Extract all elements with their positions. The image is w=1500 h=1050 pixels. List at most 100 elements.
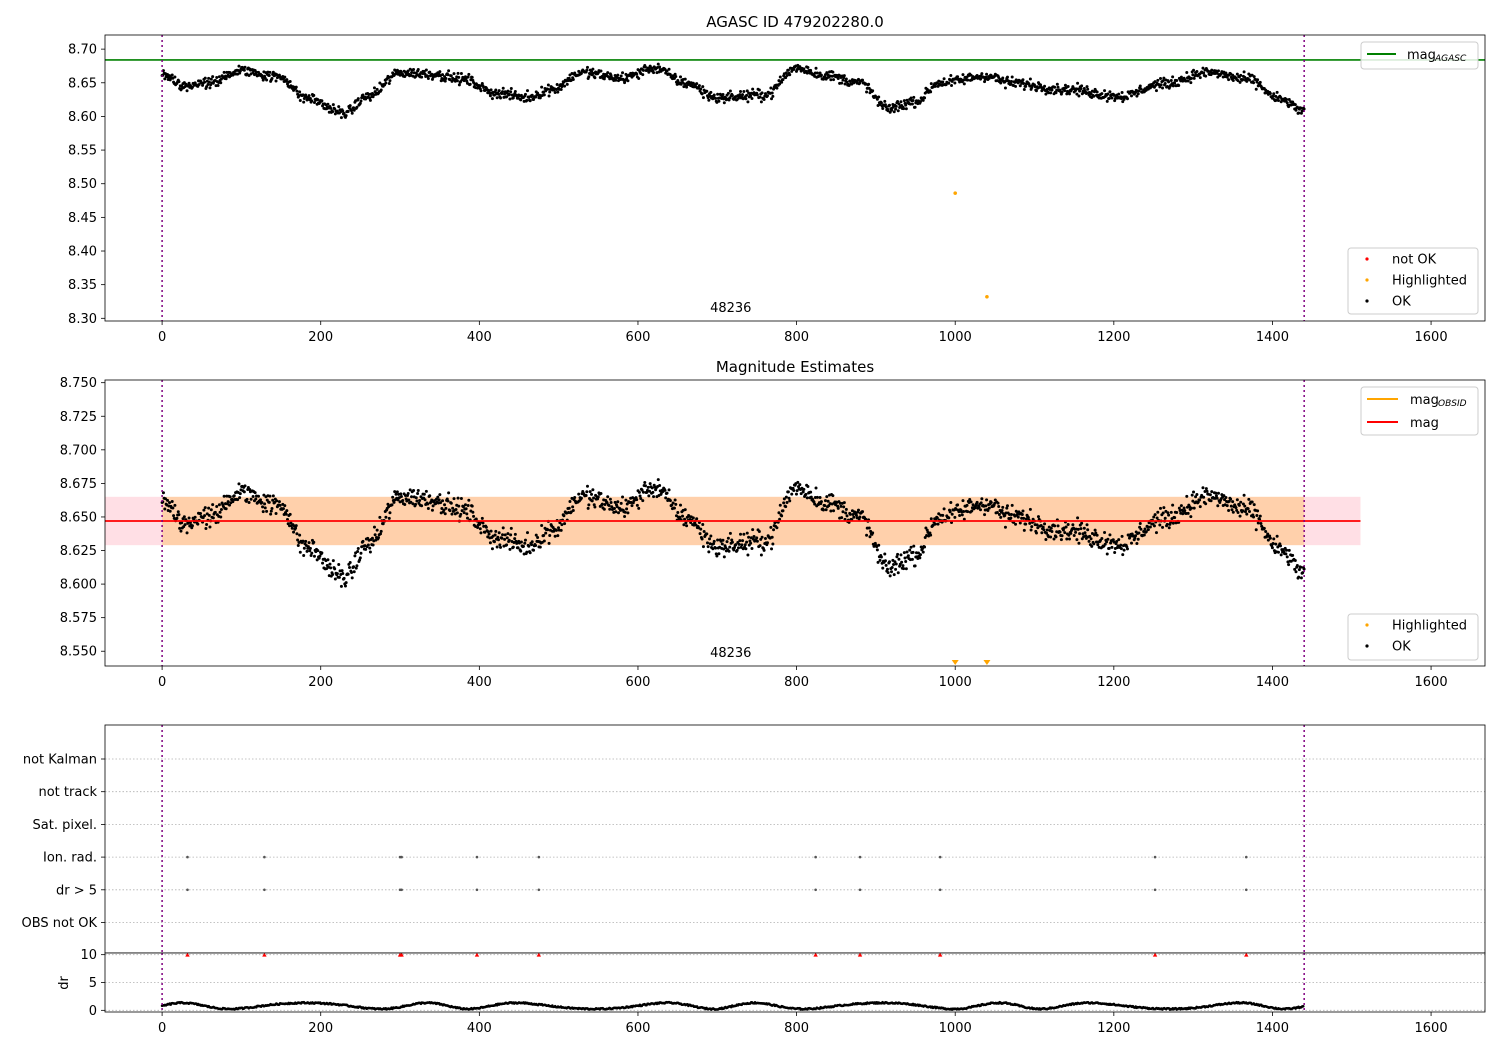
ok-point (356, 549, 360, 553)
ok-point (1085, 523, 1089, 527)
ok-point (424, 68, 428, 72)
ok-point (523, 538, 527, 542)
ok-point (294, 526, 298, 530)
ok-point (459, 72, 463, 76)
ok-point (1146, 525, 1150, 529)
flag-row-label: not Kalman (23, 753, 97, 768)
ok-point (341, 571, 345, 575)
ok-point (949, 500, 953, 504)
ok-point (1076, 516, 1080, 520)
ok-point (784, 505, 788, 509)
ok-point (950, 84, 954, 88)
ok-point (755, 539, 759, 543)
ok-point (592, 496, 596, 500)
ok-point (1163, 516, 1167, 520)
ok-point (1021, 78, 1025, 82)
ok-point (359, 551, 363, 555)
ok-point (844, 511, 848, 515)
ok-point (219, 515, 223, 519)
ok-point (379, 529, 383, 533)
ok-point (1181, 512, 1185, 516)
ok-point (1268, 91, 1272, 95)
ok-point (1245, 79, 1249, 83)
ok-point (705, 89, 709, 93)
ok-point (983, 80, 987, 84)
ok-point (935, 516, 939, 520)
ok-point (1262, 526, 1266, 530)
ok-point (941, 80, 945, 84)
ok-point (494, 529, 498, 533)
ok-point (209, 508, 213, 512)
ok-point (1096, 543, 1100, 547)
ok-point (274, 79, 278, 83)
ok-point (444, 506, 448, 510)
ok-point (961, 499, 965, 503)
ok-point (271, 494, 275, 498)
ok-point (683, 517, 687, 521)
ok-point (1208, 493, 1212, 497)
flag-point (263, 888, 266, 892)
ok-point (215, 505, 219, 509)
ok-point (1239, 500, 1243, 504)
y-tick-label: 5 (89, 976, 97, 991)
ok-point (418, 499, 422, 503)
ok-point (881, 566, 885, 570)
ok-point (781, 78, 785, 82)
ok-point (501, 90, 505, 94)
ok-point (442, 508, 446, 512)
y-tick-label: 8.60 (68, 110, 97, 125)
ok-point (591, 488, 595, 492)
ok-point (906, 554, 910, 558)
ok-point (637, 506, 641, 510)
ok-point (1010, 512, 1014, 516)
ok-point (170, 500, 174, 504)
ok-point (901, 564, 905, 568)
ok-point (546, 87, 550, 91)
ok-point (329, 106, 333, 110)
ok-point (1192, 68, 1196, 72)
ok-point (407, 498, 411, 502)
ok-point (765, 94, 769, 98)
ok-point (616, 500, 620, 504)
ok-point (921, 98, 925, 102)
ok-point (621, 495, 625, 499)
ok-point (1067, 537, 1071, 541)
ok-point (226, 500, 230, 504)
ok-point (269, 509, 273, 513)
ok-point (1034, 89, 1038, 93)
ok-point (337, 562, 341, 566)
ok-point (868, 535, 872, 539)
ok-point (1125, 547, 1129, 551)
ok-point (1285, 548, 1289, 552)
ok-point (1039, 523, 1043, 527)
ok-point (942, 507, 946, 511)
ok-point (608, 507, 612, 511)
ok-point (285, 78, 289, 82)
ok-point (758, 95, 762, 99)
ok-point (715, 554, 719, 558)
ok-point (749, 541, 753, 545)
legend-label-subscript: OBSID (1438, 399, 1467, 409)
ok-point (962, 509, 966, 513)
ok-point (441, 499, 445, 503)
ok-point (422, 492, 426, 496)
ok-point (525, 550, 529, 554)
y-tick-label: 8.625 (60, 544, 97, 559)
ok-point (523, 541, 527, 545)
ok-point (530, 540, 534, 544)
ok-point (770, 97, 774, 101)
ok-point (525, 531, 529, 535)
ok-point (263, 502, 267, 506)
ok-point (910, 557, 914, 561)
ok-point (1243, 510, 1247, 514)
ok-point (708, 537, 712, 541)
ok-point (1117, 92, 1121, 96)
ok-point (1067, 533, 1071, 537)
ok-point (495, 96, 499, 100)
ok-point (950, 512, 954, 516)
ok-point (1045, 528, 1049, 532)
ok-point (270, 506, 274, 510)
ok-point (480, 516, 484, 520)
ok-point (378, 515, 382, 519)
ok-point (1275, 90, 1279, 94)
